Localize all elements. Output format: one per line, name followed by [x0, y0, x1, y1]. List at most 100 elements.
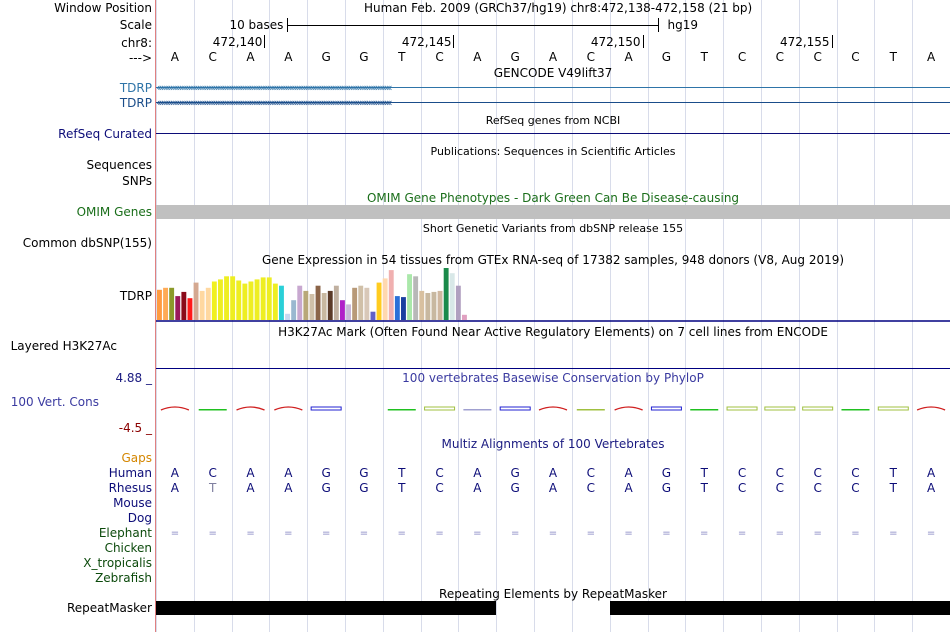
gridline [610, 0, 611, 632]
species-label[interactable]: Human [108, 466, 152, 480]
label-divider [155, 0, 156, 632]
gtex-tissue-bar[interactable] [236, 280, 242, 321]
gtex-tissue-bar[interactable] [394, 296, 400, 320]
track-display[interactable]: Human Feb. 2009 (GRCh37/hg19) chr8:472,1… [156, 0, 950, 632]
repeatmasker-track-label[interactable]: RepeatMasker [66, 601, 152, 615]
publications-snps-label[interactable]: SNPs [122, 174, 152, 188]
alignment-base: T [889, 466, 897, 480]
species-label[interactable]: Chicken [104, 541, 152, 555]
alignment-base: T [398, 466, 406, 480]
species-label[interactable]: Mouse [113, 496, 152, 510]
gtex-tissue-bar[interactable] [431, 291, 437, 320]
publications-sequences-label[interactable]: Sequences [86, 158, 152, 172]
gtex-tissue-bar[interactable] [266, 277, 272, 320]
species-label[interactable]: Rhesus [108, 481, 152, 495]
gtex-tissue-bar[interactable] [449, 273, 455, 320]
gtex-tissue-bar[interactable] [260, 277, 266, 320]
omim-track-label[interactable]: OMIM Genes [76, 205, 152, 219]
gtex-tissue-bar[interactable] [376, 282, 382, 320]
species-label[interactable]: Zebrafish [95, 571, 152, 585]
gtex-tissue-bar[interactable] [211, 281, 217, 321]
alignment-base: C [851, 466, 860, 480]
gtex-tissue-bar[interactable] [346, 304, 351, 320]
ruler-tick-label: 472,140 [212, 35, 263, 49]
gtex-tissue-bar[interactable] [157, 289, 162, 320]
gtex-tissue-bar[interactable] [285, 313, 290, 320]
gtex-tissue-bar[interactable] [382, 278, 388, 320]
gtex-tissue-bar[interactable] [315, 285, 321, 320]
gtex-tissue-bar[interactable] [193, 282, 199, 320]
gtex-tissue-bar[interactable] [291, 300, 297, 320]
gtex-tissue-bar[interactable] [199, 290, 205, 320]
h3k27ac-track-label[interactable]: Layered H3K27Ac [10, 339, 117, 353]
omim-gene-bar[interactable] [156, 205, 950, 219]
gtex-tissue-bar[interactable] [205, 287, 211, 320]
gtex-tissue-bar[interactable] [401, 297, 406, 320]
gtex-bar-chart[interactable] [156, 266, 950, 322]
gtex-tissue-bar[interactable] [181, 291, 187, 320]
gtex-tissue-bar[interactable] [358, 285, 364, 320]
species-label[interactable]: Elephant [98, 526, 152, 540]
cons-mark [726, 406, 758, 411]
gtex-tissue-bar[interactable] [352, 287, 358, 320]
gtex-tissue-bar[interactable] [242, 283, 248, 320]
gtex-tissue-bar[interactable] [279, 285, 284, 320]
gencode-track-label-1[interactable]: TDRP [119, 81, 152, 95]
alignment-base: = [208, 528, 217, 539]
repeat-element-1[interactable] [156, 601, 496, 615]
gtex-track-label[interactable]: TDRP [119, 289, 152, 303]
gtex-tissue-bar[interactable] [303, 290, 309, 320]
gtex-tissue-bar[interactable] [462, 314, 467, 320]
cons-mark [463, 409, 492, 411]
gtex-tissue-bar[interactable] [169, 287, 175, 320]
gencode-track-label-2[interactable]: TDRP [119, 96, 152, 110]
gtex-tissue-bar[interactable] [340, 300, 345, 320]
ruler-tick-label: 472,150 [590, 35, 641, 49]
species-label[interactable]: Gaps [121, 451, 152, 465]
species-label[interactable]: X_tropicalis [83, 556, 152, 570]
species-label[interactable]: Dog [127, 511, 152, 525]
gtex-tissue-bar[interactable] [333, 285, 339, 320]
gtex-tissue-bar[interactable] [248, 281, 254, 321]
gtex-tissue-bar[interactable] [224, 276, 229, 320]
alignment-base: = [586, 528, 595, 539]
gtex-tissue-bar[interactable] [254, 279, 260, 320]
gtex-tissue-bar[interactable] [425, 293, 431, 320]
dbsnp-track-label[interactable]: Common dbSNP(155) [22, 236, 152, 250]
gtex-tissue-bar[interactable] [175, 296, 181, 320]
gtex-tissue-bar[interactable] [309, 294, 315, 320]
gtex-tissue-bar[interactable] [443, 268, 449, 320]
refseq-title: RefSeq genes from NCBI [485, 114, 621, 127]
cons-mark [236, 406, 265, 411]
gtex-tissue-bar[interactable] [230, 276, 236, 320]
alignment-base: C [435, 481, 444, 495]
refseq-gene-line[interactable] [156, 133, 950, 134]
gridline [534, 0, 535, 632]
gtex-tissue-bar[interactable] [364, 287, 370, 320]
gtex-tissue-bar[interactable] [388, 270, 394, 320]
gtex-tissue-bar[interactable] [297, 285, 303, 320]
gtex-tissue-bar[interactable] [272, 283, 278, 320]
transcript-line [156, 102, 950, 103]
gtex-tissue-bar[interactable] [370, 311, 376, 320]
gtex-tissue-bar[interactable] [413, 276, 419, 320]
refseq-track-label[interactable]: RefSeq Curated [58, 127, 152, 141]
base: A [170, 50, 179, 64]
gtex-tissue-bar[interactable] [455, 285, 461, 320]
gtex-tissue-bar[interactable] [163, 287, 168, 320]
alignment-base: = [662, 528, 671, 539]
gtex-tissue-bar[interactable] [327, 290, 333, 320]
cons-plot[interactable] [156, 400, 950, 418]
gtex-tissue-bar[interactable] [407, 274, 412, 320]
gtex-tissue-bar[interactable] [419, 290, 425, 320]
gtex-tissue-bar[interactable] [321, 293, 327, 320]
gridline [874, 0, 875, 632]
gtex-tissue-bar[interactable] [187, 298, 193, 320]
gtex-tissue-bar[interactable] [437, 290, 443, 320]
alignment-base: C [813, 481, 822, 495]
alignment-base: T [398, 481, 406, 495]
cons-track-label[interactable]: 100 Vert. Cons [10, 395, 99, 409]
gtex-tissue-bar[interactable] [218, 279, 223, 320]
alignment-base: G [510, 466, 520, 480]
repeat-element-2[interactable] [610, 601, 950, 615]
